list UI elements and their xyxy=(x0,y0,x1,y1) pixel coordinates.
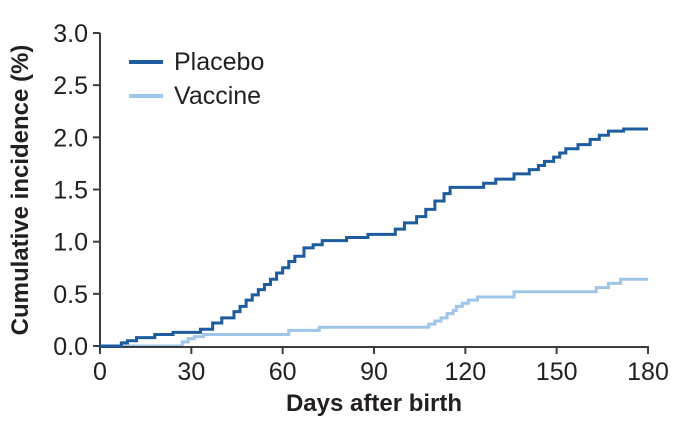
vaccine-curve xyxy=(100,277,648,348)
x-tick-label: 150 xyxy=(536,358,578,386)
y-tick-label: 1.0 xyxy=(53,229,88,257)
y-axis-title: Cumulative incidence (%) xyxy=(7,44,34,336)
y-tick-label: 1.5 xyxy=(53,177,88,205)
x-tick-label: 30 xyxy=(177,358,205,386)
x-tick-label: 180 xyxy=(627,358,669,386)
x-axis-title: Days after birth xyxy=(285,390,463,417)
x-tick-label: 60 xyxy=(269,358,297,386)
x-tick-label: 120 xyxy=(444,358,486,386)
legend: Placebo Vaccine xyxy=(129,47,264,111)
y-tick-label: 3.0 xyxy=(53,20,88,48)
legend-label-vaccine: Vaccine xyxy=(174,81,262,110)
x-tick-label: 90 xyxy=(360,358,388,386)
placebo-line-swatch xyxy=(129,60,163,64)
legend-item-placebo: Placebo xyxy=(129,47,264,77)
y-tick-label: 0.0 xyxy=(53,333,88,361)
y-tick-label: 2.5 xyxy=(53,72,88,100)
y-tick-label: 0.5 xyxy=(53,281,88,309)
vaccine-line-swatch xyxy=(129,94,163,98)
legend-label-placebo: Placebo xyxy=(174,47,265,76)
x-tick-label: 0 xyxy=(93,358,107,386)
placebo-curve xyxy=(100,127,648,348)
y-tick-label: 2.0 xyxy=(53,124,88,152)
legend-item-vaccine: Vaccine xyxy=(129,81,264,111)
